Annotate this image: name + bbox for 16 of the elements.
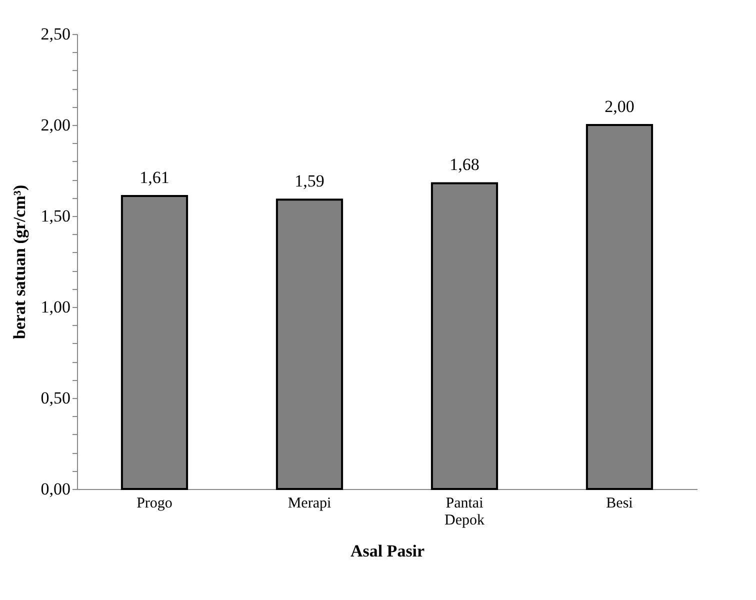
data-label: 1,61 [140,168,170,187]
y-tick-label: 2,00 [40,116,70,134]
x-tick-label: Merapi [288,496,332,512]
y-tick-label: 0,50 [40,388,70,408]
data-label: 1,68 [450,155,480,174]
data-label: 1,59 [294,172,324,191]
x-tick-label: Besi [606,496,633,512]
y-tick-label: 1,50 [40,206,70,226]
y-tick-label: 1,00 [40,298,70,316]
y-tick-label: 2,50 [40,24,70,44]
x-axis-title: Asal Pasir [350,542,426,560]
y-tick-label: 0,00 [40,480,70,498]
x-tick-label: Pantai Depok [444,496,485,528]
data-label: 2,00 [604,97,634,116]
x-tick-label: Progo [136,496,172,512]
y-axis-title: berat satuan (gr/cm³) [10,184,29,340]
